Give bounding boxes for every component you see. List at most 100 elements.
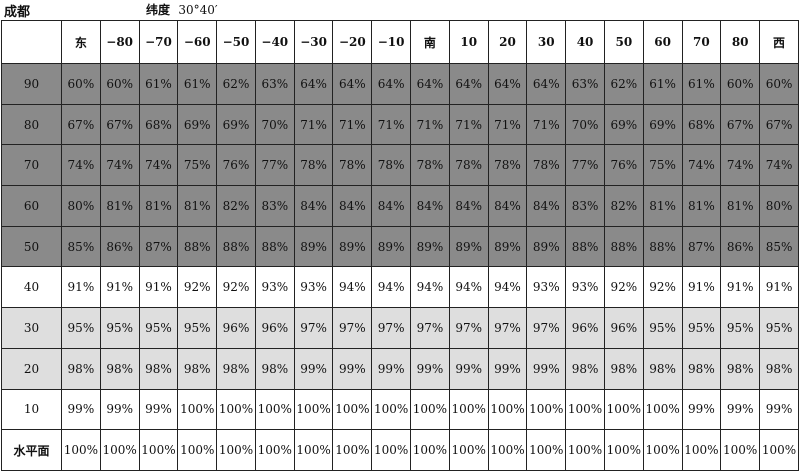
table-cell: 89%: [332, 225, 373, 268]
table-cell: 89%: [526, 225, 567, 268]
solar-ratio-table: 东 −80 −70 −60 −50 −40 −30 −20 −10 南 10 20 30 40 50 60 70…: [1, 20, 799, 471]
table-cell: 98%: [216, 347, 256, 390]
table-cell: 98%: [603, 347, 644, 390]
table-cell: 100%: [720, 429, 761, 471]
row-header: 80: [1, 103, 62, 146]
table-cell: 97%: [448, 307, 489, 349]
column-header: −40: [254, 20, 295, 64]
table-cell: 78%: [448, 144, 489, 187]
table-cell: 69%: [603, 103, 644, 146]
latitude-label: 纬度 30°40′: [146, 1, 218, 18]
table-cell: 80%: [61, 185, 101, 227]
table-cell: 100%: [565, 429, 605, 471]
table-cell: 94%: [487, 266, 528, 309]
table-cell: 93%: [565, 266, 605, 309]
table-cell: 100%: [642, 429, 683, 471]
table-cell: 92%: [642, 266, 683, 309]
row-header: 10: [1, 388, 62, 431]
table-cell: 97%: [410, 307, 450, 349]
column-header: −70: [138, 20, 179, 64]
table-cell: 74%: [759, 144, 799, 187]
table-cell: 88%: [565, 225, 605, 268]
table-cell: 64%: [410, 63, 450, 105]
table-cell: 99%: [138, 388, 179, 431]
row-header: 40: [1, 266, 62, 309]
table-cell: 70%: [254, 103, 295, 146]
table-cell: 92%: [603, 266, 644, 309]
column-header: 50: [603, 20, 644, 64]
table-cell: 60%: [99, 63, 140, 105]
table-cell: 100%: [293, 388, 334, 431]
table-cell: 100%: [216, 388, 256, 431]
table-cell: 100%: [371, 429, 412, 471]
table-cell: 64%: [448, 63, 489, 105]
column-header: 60: [642, 20, 683, 64]
row-header: 30: [1, 307, 62, 349]
table-cell: 71%: [371, 103, 412, 146]
table-cell: 84%: [332, 185, 373, 227]
table-cell: 67%: [61, 103, 101, 146]
table-cell: 78%: [526, 144, 567, 187]
table-cell: 100%: [410, 388, 450, 431]
table-header: 成都 纬度 30°40′: [0, 0, 800, 22]
table-cell: 64%: [526, 63, 567, 105]
table-cell: 100%: [410, 429, 450, 471]
table-row: 60 80% 81% 81% 81% 82% 83% 84% 84% 84% 84% 84% 84% 84…: [1, 185, 799, 227]
table-cell: 100%: [681, 429, 722, 471]
table-cell: 88%: [177, 225, 218, 268]
table-cell: 75%: [642, 144, 683, 187]
table-cell: 100%: [216, 429, 256, 471]
table-cell: 88%: [603, 225, 644, 268]
table-cell: 95%: [681, 307, 722, 349]
table-cell: 96%: [565, 307, 605, 349]
table-row: 20 98% 98% 98% 98% 98% 98% 99% 99% 99% 99% 99% 99% 99…: [1, 347, 799, 390]
table-cell: 64%: [371, 63, 412, 105]
row-header: 50: [1, 225, 62, 268]
table-cell: 64%: [293, 63, 334, 105]
table-cell: 71%: [410, 103, 450, 146]
table-cell: 95%: [720, 307, 761, 349]
column-header: 东: [61, 20, 101, 64]
table-cell: 61%: [642, 63, 683, 105]
table-row: 70 74% 74% 74% 75% 76% 77% 78% 78% 78% 78% 78% 78% 78…: [1, 144, 799, 187]
row-header: 90: [1, 63, 62, 105]
table-cell: 68%: [681, 103, 722, 146]
table-cell: 85%: [759, 225, 799, 268]
column-header: −10: [371, 20, 412, 64]
table-cell: 76%: [216, 144, 256, 187]
table-cell: 99%: [332, 347, 373, 390]
table-cell: 96%: [254, 307, 295, 349]
table-cell: 88%: [216, 225, 256, 268]
table-cell: 99%: [720, 388, 761, 431]
column-header: 40: [565, 20, 605, 64]
table-row: 10 99% 99% 99% 100% 100% 100% 100% 100% 100% 100% 1…: [1, 388, 799, 431]
table-cell: 95%: [759, 307, 799, 349]
table-cell: 89%: [448, 225, 489, 268]
table-cell: 98%: [642, 347, 683, 390]
table-cell: 88%: [254, 225, 295, 268]
column-header: 80: [720, 20, 761, 64]
table-cell: 97%: [293, 307, 334, 349]
table-cell: 84%: [371, 185, 412, 227]
table-cell: 71%: [448, 103, 489, 146]
latitude-text: 纬度: [146, 3, 171, 17]
table-cell: 89%: [293, 225, 334, 268]
row-header: 70: [1, 144, 62, 187]
table-cell: 86%: [99, 225, 140, 268]
latitude-value: 30°40′: [178, 3, 218, 17]
table-cell: 86%: [720, 225, 761, 268]
table-cell: 81%: [99, 185, 140, 227]
table-row: 90 60% 60% 61% 61% 62% 63% 64% 64% 64% 64% 64% 64% 64…: [1, 63, 799, 105]
table-cell: 98%: [138, 347, 179, 390]
table-cell: 100%: [254, 388, 295, 431]
table-cell: 100%: [526, 429, 567, 471]
table-cell: 99%: [759, 388, 799, 431]
table-cell: 77%: [254, 144, 295, 187]
column-header: 70: [681, 20, 722, 64]
table-cell: 99%: [99, 388, 140, 431]
table-cell: 100%: [448, 388, 489, 431]
column-header: −50: [216, 20, 256, 64]
column-header: 10: [448, 20, 489, 64]
table-cell: 64%: [332, 63, 373, 105]
table-cell: 71%: [526, 103, 567, 146]
